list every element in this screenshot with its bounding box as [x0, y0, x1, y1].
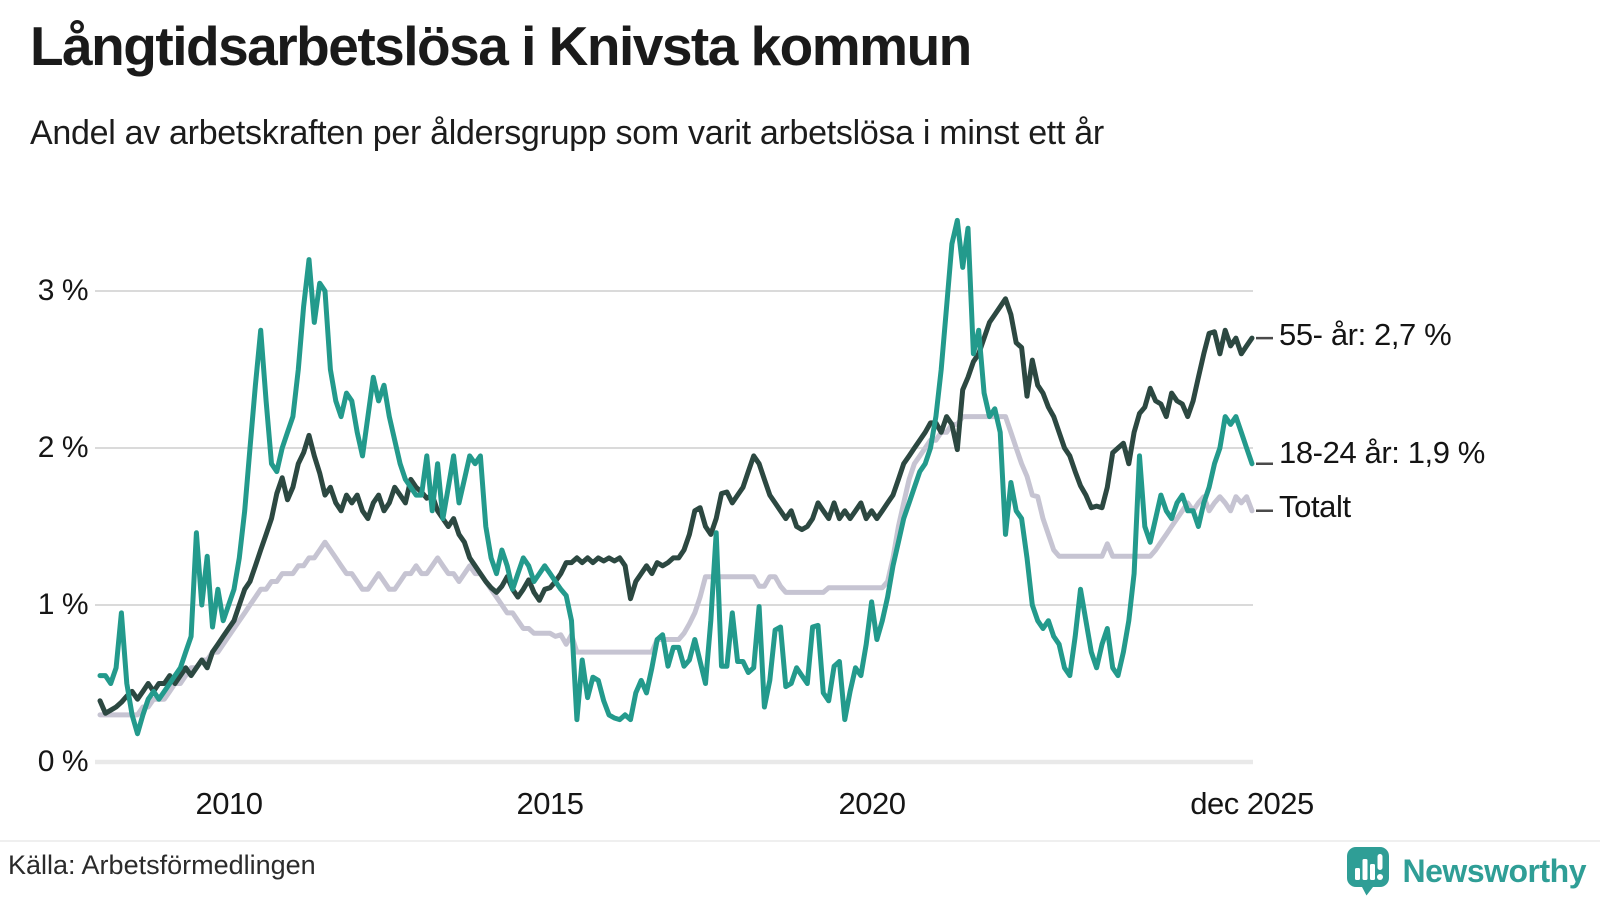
newsworthy-brand: Newsworthy — [1346, 846, 1587, 896]
source-note: Källa: Arbetsförmedlingen — [8, 850, 316, 880]
series-line-55-r — [97, 296, 1255, 716]
x-axis-tick-2020: 2020 — [838, 786, 906, 821]
footer-divider — [0, 840, 1600, 842]
page-title: Långtidsarbetslösa i Knivsta kommun — [30, 15, 972, 77]
y-axis-tick-0: 0 % — [37, 745, 89, 778]
series-label-55-plus: 55- år: 2,7 % — [1279, 317, 1452, 352]
y-axis-tick-3: 3 % — [37, 274, 89, 307]
newsworthy-wordmark: Newsworthy — [1402, 852, 1587, 889]
x-axis-tick-2010: 2010 — [195, 786, 263, 821]
x-axis-tick-2015: 2015 — [516, 786, 584, 821]
series-label-18-24: 18-24 år: 1,9 % — [1279, 435, 1485, 470]
series-line-18-24-r — [97, 217, 1255, 737]
newsworthy-logo-icon — [1346, 846, 1390, 896]
series-label-totalt: Totalt — [1279, 489, 1351, 524]
x-axis-tick-dec-2025: dec 2025 — [1190, 786, 1314, 821]
series-line-totalt — [97, 414, 1255, 718]
chart-subtitle: Andel av arbetskraften per åldersgrupp s… — [30, 114, 1104, 152]
y-axis-tick-2: 2 % — [37, 431, 89, 464]
y-axis-tick-1: 1 % — [37, 588, 89, 621]
